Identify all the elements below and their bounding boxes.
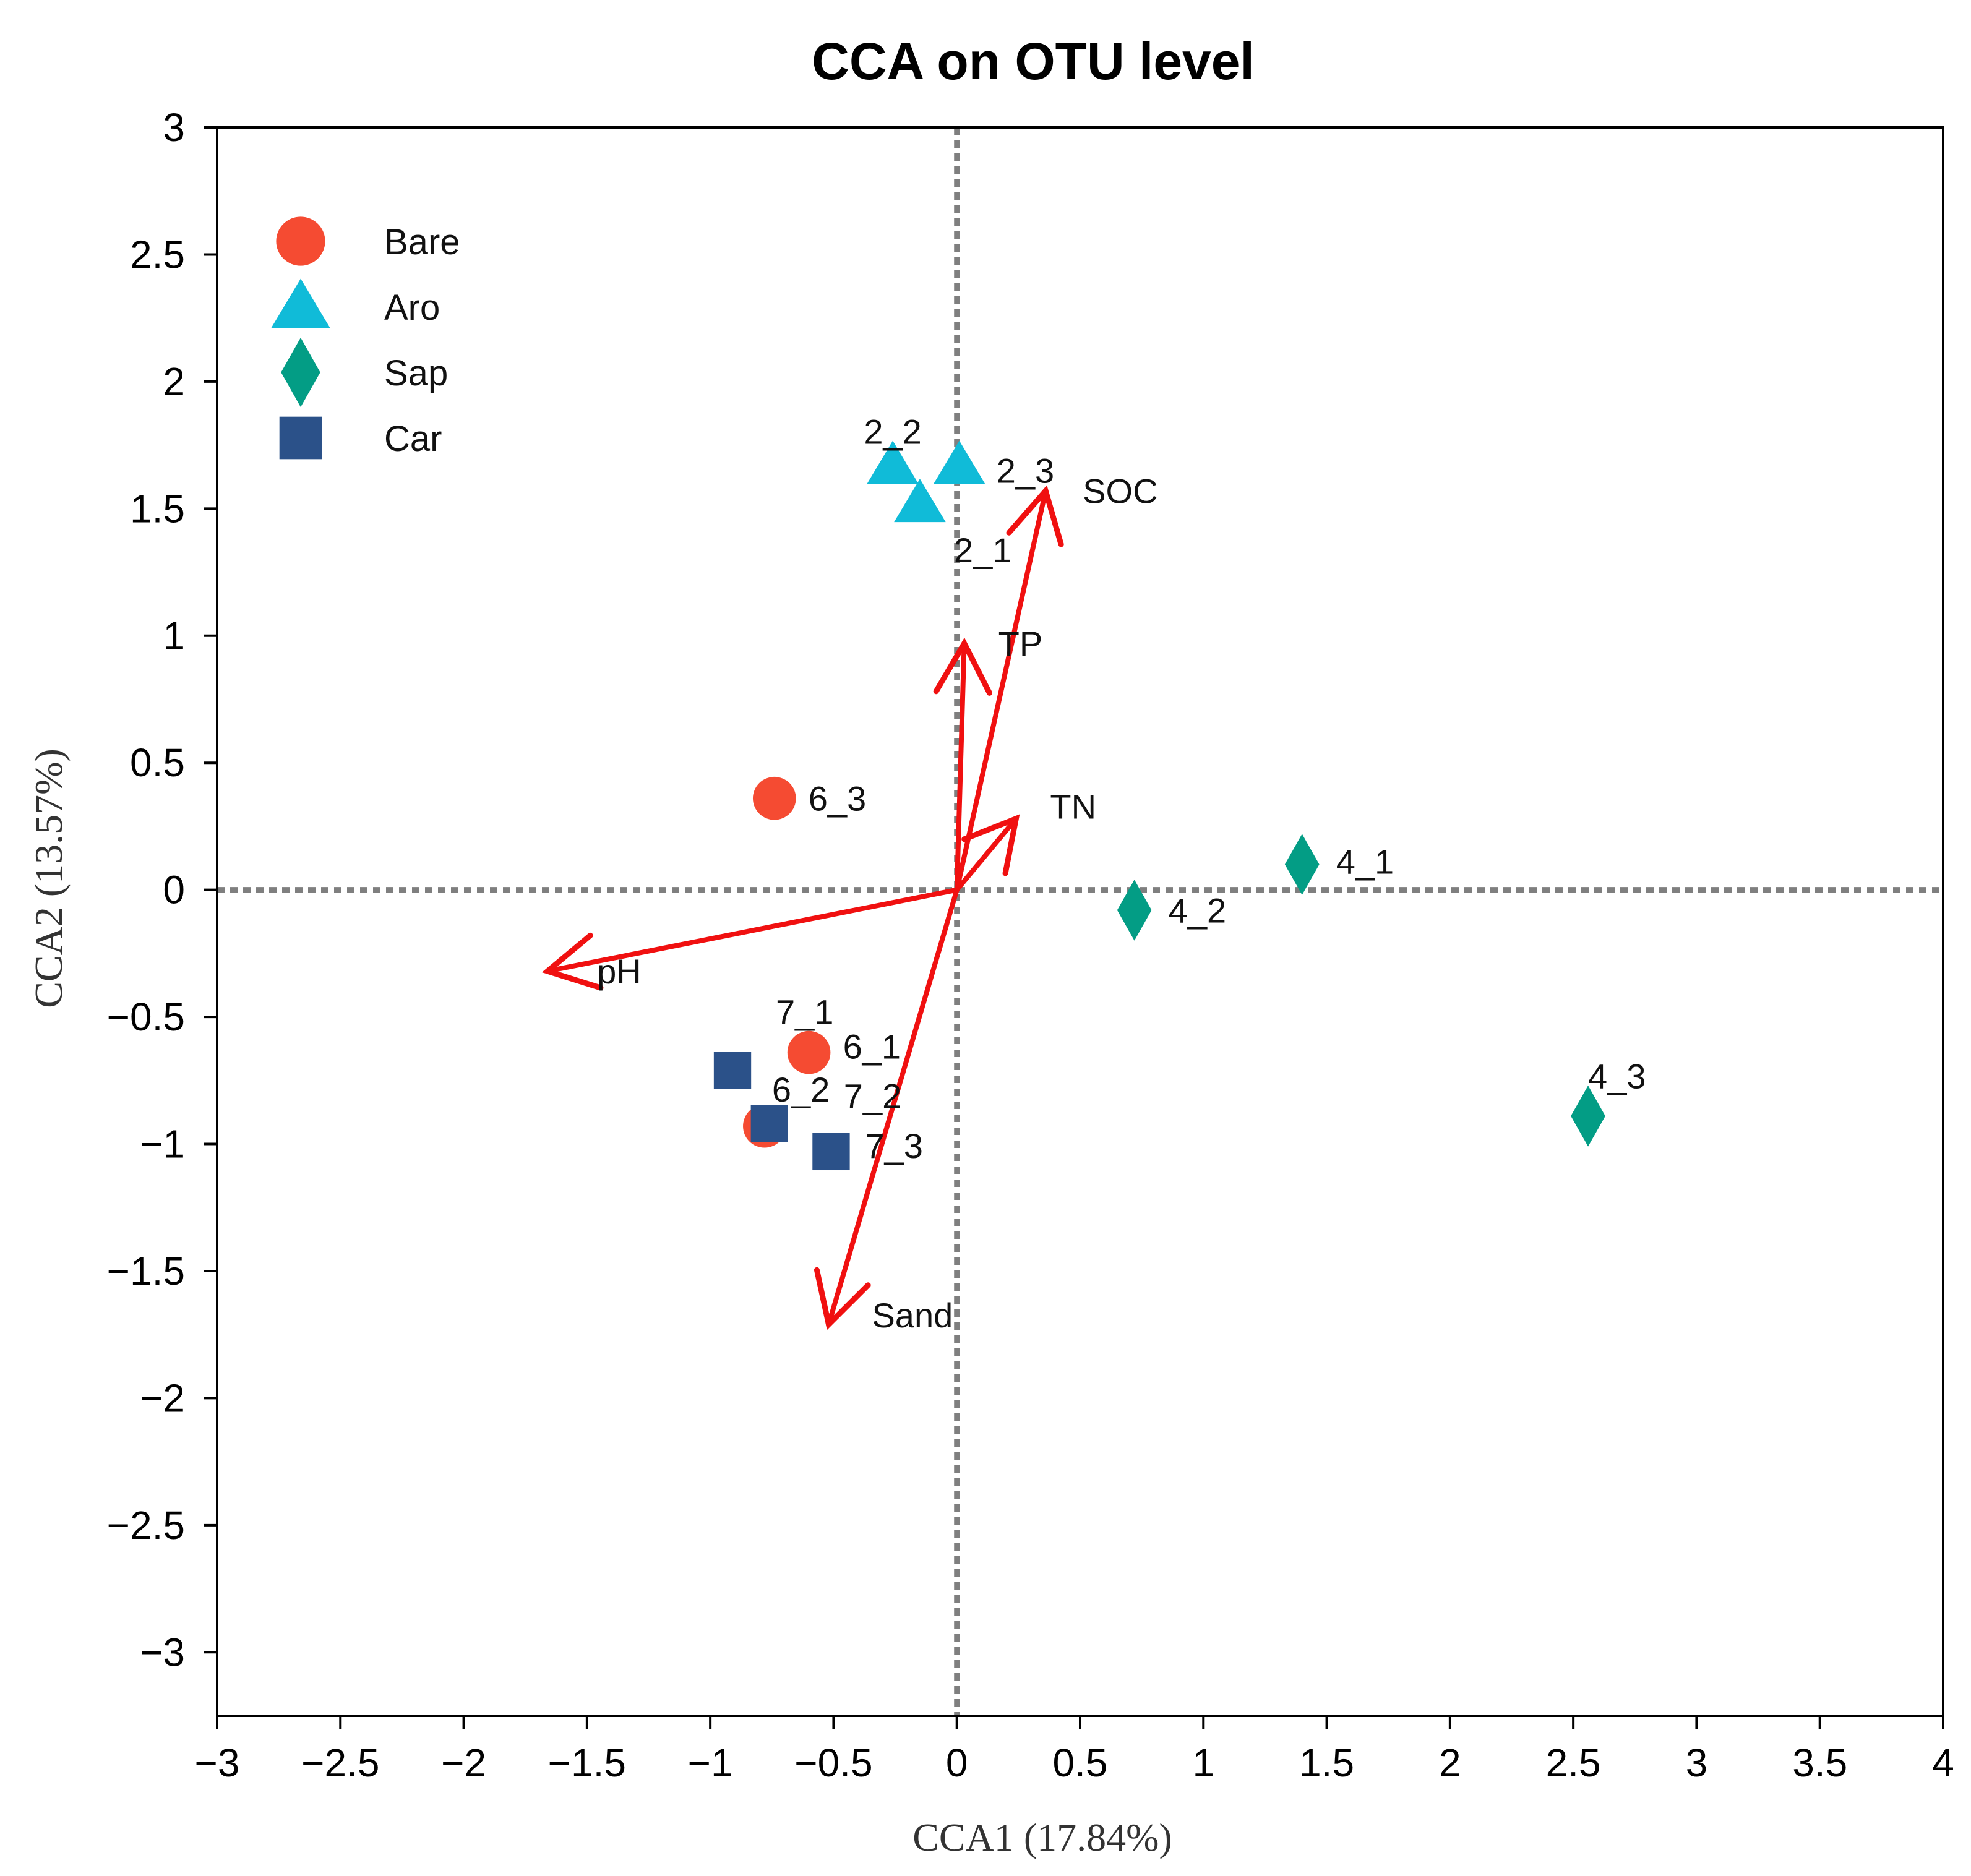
point-car-7_1 bbox=[713, 1052, 752, 1089]
x-tick-label: −0.5 bbox=[794, 1741, 872, 1785]
x-tick-label: 3 bbox=[1686, 1741, 1708, 1785]
point-label-7_2: 7_2 bbox=[844, 1077, 901, 1116]
arrow-shaft-tp bbox=[954, 641, 967, 893]
x-tick-label: 4 bbox=[1932, 1741, 1954, 1785]
arrow-label-ph: pH bbox=[597, 952, 642, 991]
arrow-head-sand bbox=[814, 1267, 871, 1330]
x-tick-label: 1.5 bbox=[1299, 1741, 1354, 1785]
arrow-label-tp: TP bbox=[998, 624, 1043, 663]
point-label-6_2: 6_2 bbox=[772, 1070, 830, 1109]
point-label-7_3: 7_3 bbox=[865, 1126, 922, 1165]
point-bare-6_1 bbox=[787, 1030, 831, 1074]
x-tick-label: 0 bbox=[946, 1741, 968, 1785]
x-tick-label: −2.5 bbox=[301, 1741, 379, 1785]
arrow-head-ph bbox=[541, 932, 604, 991]
point-car-7_3 bbox=[812, 1133, 850, 1171]
arrow-labels-layer: SOC TP TN pH Sand bbox=[597, 472, 1157, 1335]
arrow-shaft-soc bbox=[954, 488, 1049, 893]
arrow-head-tp bbox=[933, 637, 992, 696]
y-tick-label: 1 bbox=[163, 614, 185, 658]
point-label-6_1: 6_1 bbox=[843, 1027, 901, 1066]
arrow-label-soc: SOC bbox=[1083, 472, 1157, 511]
x-tick-label: 2.5 bbox=[1546, 1741, 1601, 1785]
point-bare-6_3 bbox=[752, 776, 796, 820]
point-aro-2_1 bbox=[894, 479, 946, 523]
y-axis-ticks: 3 2.5 2 1.5 1 0.5 0 −0.5 −1 −1.5 −2 −2.5 −3 bbox=[107, 105, 217, 1674]
legend-label-sap: Sap bbox=[384, 353, 448, 393]
chart-title: CCA on OTU level bbox=[812, 32, 1255, 90]
y-tick-label: 1.5 bbox=[130, 486, 185, 531]
point-label-4_2: 4_2 bbox=[1169, 891, 1226, 930]
plot-frame bbox=[216, 126, 1944, 1717]
point-sap-4_3 bbox=[1571, 1086, 1605, 1147]
y-tick-label: 2.5 bbox=[130, 232, 185, 276]
legend-marker-car bbox=[279, 416, 322, 460]
y-tick-label: 0 bbox=[163, 868, 185, 912]
point-label-2_2: 2_2 bbox=[864, 412, 921, 451]
y-tick-label: −1 bbox=[140, 1122, 185, 1167]
y-tick-label: −3 bbox=[140, 1630, 185, 1674]
legend-marker-bare bbox=[276, 216, 325, 266]
y-tick-label: 2 bbox=[163, 359, 185, 404]
x-tick-label: −1 bbox=[688, 1741, 733, 1785]
arrow-label-sand: Sand bbox=[872, 1296, 953, 1335]
y-axis-label: CCA2 (13.57%) bbox=[27, 748, 71, 1008]
y-tick-label: 3 bbox=[163, 105, 185, 150]
point-label-4_1: 4_1 bbox=[1336, 842, 1394, 881]
y-tick-label: 0.5 bbox=[130, 740, 185, 785]
arrow-head-soc bbox=[1006, 485, 1064, 547]
point-label-2_1: 2_1 bbox=[954, 531, 1011, 570]
legend: Bare Aro Sap Car bbox=[271, 216, 460, 460]
points-layer bbox=[713, 440, 1605, 1171]
legend-label-aro: Aro bbox=[384, 288, 440, 328]
legend-marker-aro bbox=[271, 278, 330, 328]
reference-lines bbox=[217, 127, 1943, 1716]
arrows-layer bbox=[541, 485, 1064, 1330]
legend-label-bare: Bare bbox=[384, 222, 460, 262]
x-tick-label: −3 bbox=[195, 1741, 240, 1785]
y-tick-label: −1.5 bbox=[107, 1249, 185, 1293]
x-tick-label: −2 bbox=[441, 1741, 486, 1785]
arrow-head-tn bbox=[961, 814, 1020, 876]
point-labels-layer: 6_3 6_1 6_2 2_2 2_3 2_1 4_1 4_2 4_3 7_1 7_2 7_3 bbox=[772, 412, 1646, 1165]
x-tick-label: 0.5 bbox=[1053, 1741, 1108, 1785]
x-tick-label: 2 bbox=[1439, 1741, 1461, 1785]
point-label-7_1: 7_1 bbox=[776, 992, 833, 1031]
arrow-shaft-tn bbox=[954, 816, 1019, 893]
point-label-6_3: 6_3 bbox=[809, 779, 866, 818]
y-tick-label: −0.5 bbox=[107, 995, 185, 1039]
point-aro-2_2 bbox=[867, 440, 919, 484]
x-tick-label: 3.5 bbox=[1792, 1741, 1847, 1785]
arrow-label-tn: TN bbox=[1050, 787, 1096, 826]
point-aro-2_3 bbox=[933, 440, 986, 484]
x-axis-ticks: −3 −2.5 −2 −1.5 −1 −0.5 0 0.5 1 1.5 2 2.5 3 3.5 4 bbox=[195, 1716, 1954, 1785]
point-car-7_2 bbox=[750, 1105, 788, 1142]
x-tick-label: 1 bbox=[1192, 1741, 1214, 1785]
point-label-2_3: 2_3 bbox=[997, 451, 1054, 490]
legend-label-car: Car bbox=[384, 419, 442, 459]
y-tick-label: −2 bbox=[140, 1376, 185, 1420]
point-label-4_3: 4_3 bbox=[1588, 1056, 1646, 1095]
x-tick-label: −1.5 bbox=[548, 1741, 626, 1785]
y-tick-label: −2.5 bbox=[107, 1503, 185, 1548]
point-sap-4_2 bbox=[1117, 880, 1152, 941]
arrow-shaft-sand bbox=[826, 887, 960, 1327]
point-sap-4_1 bbox=[1284, 834, 1320, 895]
legend-marker-sap bbox=[281, 337, 320, 408]
x-axis-label: CCA1 (17.84%) bbox=[912, 1815, 1172, 1859]
arrow-shaft-ph bbox=[545, 887, 960, 974]
